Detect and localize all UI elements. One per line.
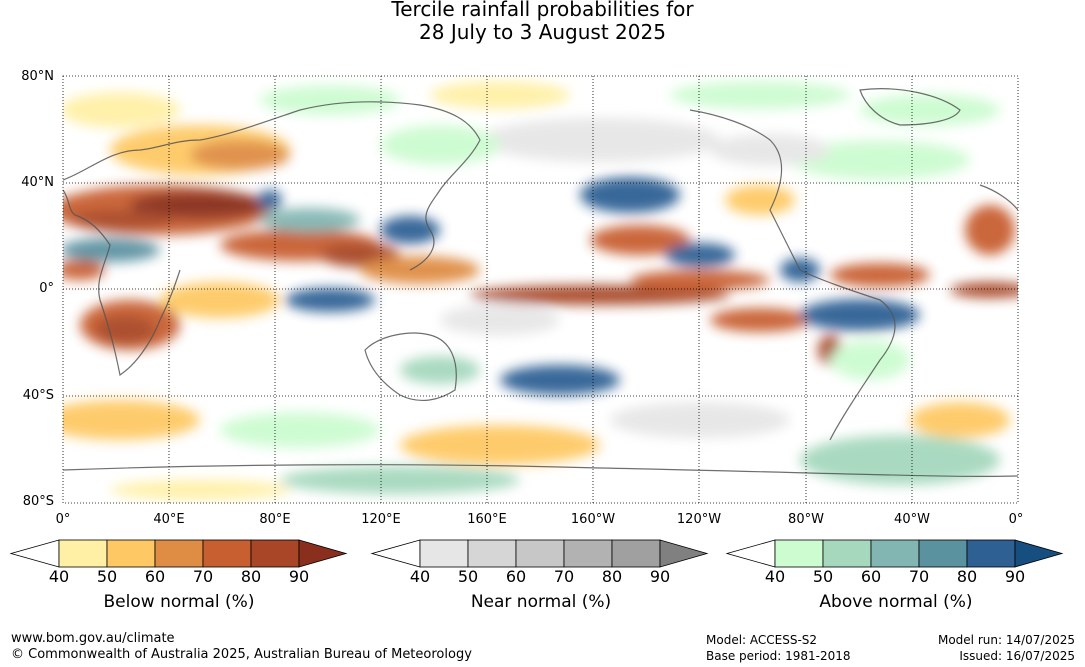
- colorbar-title-near: Near normal (%): [470, 592, 612, 612]
- colorbar-above-tick: 40: [764, 567, 786, 586]
- colorbar-near-segment: [419, 539, 469, 568]
- colorbar-near-tick: 40: [409, 567, 431, 586]
- map-title-line1: Tercile rainfall probabilities for: [391, 0, 694, 21]
- colorbar-above-tick: 50: [812, 567, 834, 586]
- colorbars: [9, 539, 1064, 568]
- colorbar-below-tick: 50: [96, 567, 118, 586]
- colorbar-below-tick: 40: [48, 567, 70, 586]
- colorbar-below-segment: [58, 539, 108, 568]
- colorbar-above-tick: 70: [908, 567, 930, 586]
- colorbar-near-segment: [515, 539, 565, 568]
- lon-label: 80°W: [788, 512, 824, 527]
- graticule: [63, 76, 1018, 503]
- colorbar-below-segment: [106, 539, 156, 568]
- footer-model-run: Model run: 14/07/2025: [937, 633, 1075, 647]
- colorbar-below-segment: [154, 539, 204, 568]
- footer-base-period: Base period: 1981-2018: [706, 649, 851, 663]
- colorbar-above-segment: [918, 539, 968, 568]
- colorbar-above-tick: 90: [1004, 567, 1026, 586]
- lon-label: 160°E: [467, 512, 507, 527]
- colorbar-title-above: Above normal (%): [819, 592, 973, 612]
- colorbar-below-segment: [202, 539, 252, 568]
- colorbar-near-tick: 60: [505, 567, 527, 586]
- probability-field: [63, 81, 1018, 500]
- footer-model: Model: ACCESS-S2: [706, 633, 818, 647]
- colorbar-below-tick: 70: [192, 567, 214, 586]
- colorbar-near-segment: [467, 539, 517, 568]
- colorbar-below-tick: 60: [144, 567, 166, 586]
- map-frame: [62, 75, 1019, 504]
- colorbar-above-segment: [774, 539, 824, 568]
- colorbar-below-low-arrow: [9, 539, 60, 568]
- colorbar-above-high-arrow: [1014, 539, 1064, 568]
- colorbar-below-high-arrow: [298, 539, 348, 568]
- colorbar-below-tick: 80: [240, 567, 262, 586]
- colorbar-near-tick: 70: [553, 567, 575, 586]
- lon-label: 0°: [1008, 512, 1024, 527]
- footer-copyright: © Commonwealth of Australia 2025, Austra…: [11, 647, 472, 662]
- map-title-line2: 28 July to 3 August 2025: [419, 20, 666, 44]
- colorbar-below-tick: 90: [288, 567, 310, 586]
- lon-label: 40°W: [894, 512, 930, 527]
- lon-label: 80°E: [259, 512, 291, 527]
- colorbar-near-tick: 90: [649, 567, 671, 586]
- colorbar-above-low-arrow: [725, 539, 776, 568]
- colorbar-near-high-arrow: [659, 539, 709, 568]
- colorbar-above-segment: [870, 539, 920, 568]
- lat-label-80n: 80°N: [21, 69, 54, 84]
- lon-label: 0°: [55, 512, 71, 527]
- colorbar-near-segment: [563, 539, 613, 568]
- colorbar-near-segment: [611, 539, 661, 568]
- lon-label: 40°E: [153, 512, 185, 527]
- lat-label-80s: 80°S: [22, 494, 54, 509]
- colorbar-above-segment: [822, 539, 872, 568]
- colorbar-near-low-arrow: [370, 539, 421, 568]
- coastlines: [63, 88, 1018, 477]
- lon-label: 160°W: [570, 512, 616, 527]
- lat-label-40n: 40°N: [21, 175, 54, 190]
- colorbar-title-below: Below normal (%): [103, 592, 255, 612]
- lat-label-0: 0°: [39, 281, 54, 296]
- colorbar-below-segment: [250, 539, 300, 568]
- colorbar-above-tick: 60: [860, 567, 882, 586]
- colorbar-above-tick: 80: [956, 567, 978, 586]
- lon-label: 120°W: [676, 512, 722, 527]
- footer-issued: Issued: 16/07/2025: [959, 649, 1075, 663]
- colorbar-near-tick: 50: [457, 567, 479, 586]
- lon-label: 120°E: [361, 512, 401, 527]
- lat-label-40s: 40°S: [22, 388, 54, 403]
- colorbar-near-tick: 80: [601, 567, 623, 586]
- footer-website: www.bom.gov.au/climate: [11, 631, 175, 646]
- colorbar-above-segment: [966, 539, 1016, 568]
